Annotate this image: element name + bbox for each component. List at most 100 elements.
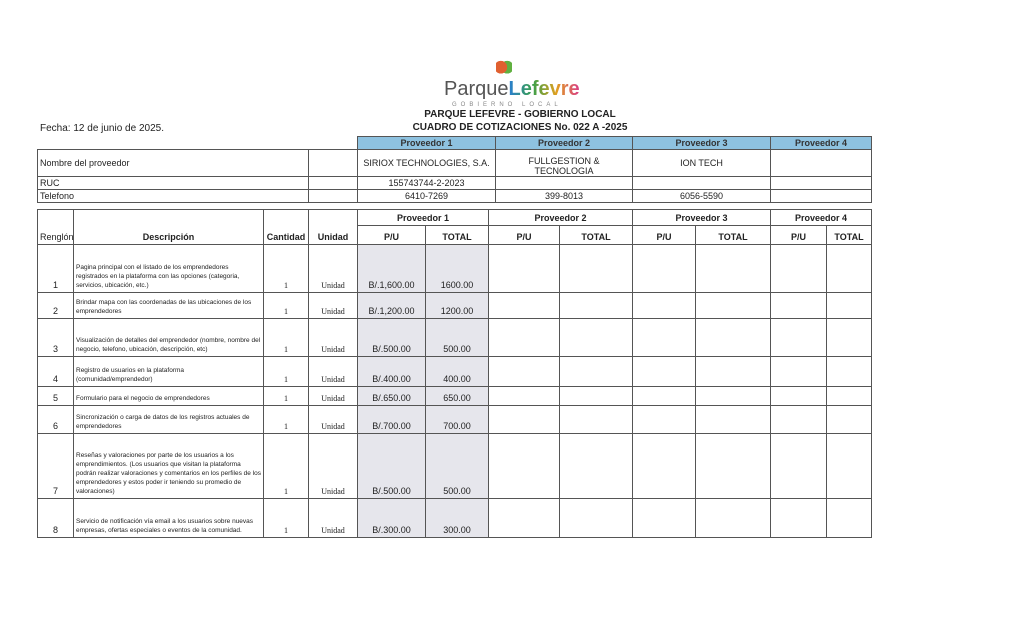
row-description: Reseñas y valoraciones por parte de los … (73, 433, 264, 499)
row-quantity: 1 (263, 405, 309, 434)
row-unit-price: B/.400.00 (357, 356, 426, 387)
col-unidad: Unidad (308, 209, 358, 245)
row-number: 8 (37, 498, 74, 538)
provider-group-header: Proveedor 4 (770, 209, 872, 226)
row-quantity: 1 (263, 356, 309, 387)
provider-value (632, 176, 771, 190)
provider-value: 6056-5590 (632, 189, 771, 203)
row-description: Formulario para el negocio de emprendedo… (73, 386, 264, 406)
quotes-table: Renglón Descripción Cantidad Unidad Prove… (37, 209, 872, 538)
row-total: 500.00 (425, 433, 489, 499)
col-total: TOTAL (425, 225, 489, 245)
date: Fecha: 12 de junio de 2025. (40, 123, 164, 134)
logo-text: Lefevre (508, 78, 580, 100)
provider-group-header: Proveedor 2 (488, 209, 633, 226)
row-unit-price: B/.500.00 (357, 433, 426, 499)
table-row: 4 Registro de usuarios en la plataforma … (37, 356, 872, 387)
row-number: 6 (37, 405, 74, 434)
row-unit: Unidad (308, 405, 358, 434)
col-pu: P/U (488, 225, 560, 245)
col-pu: P/U (357, 225, 426, 245)
logo: ParqueLefevre GOBIERNO LOCAL (444, 60, 584, 110)
row-quantity: 1 (263, 292, 309, 319)
row-unit: Unidad (308, 433, 358, 499)
row-number: 7 (37, 433, 74, 499)
table-row: 6 Sincronización o carga de datos de los… (37, 405, 872, 434)
row-number: 2 (37, 292, 74, 319)
row-number: 1 (37, 244, 74, 293)
row-number: 3 (37, 318, 74, 357)
col-descripcion: Descripción (73, 209, 264, 245)
row-description: Registro de usuarios en la plataforma (c… (73, 356, 264, 387)
row-unit: Unidad (308, 386, 358, 406)
provider-value: ION TECH (632, 149, 771, 177)
row-quantity: 1 (263, 244, 309, 293)
row-unit-price: B/.1,200.00 (357, 292, 426, 319)
row-total: 1200.00 (425, 292, 489, 319)
col-pu: P/U (770, 225, 827, 245)
provider-value (770, 189, 872, 203)
row-quantity: 1 (263, 318, 309, 357)
row-unit: Unidad (308, 292, 358, 319)
row-total: 650.00 (425, 386, 489, 406)
provider-header: Proveedor 4 (770, 136, 872, 150)
table-row: 2 Brindar mapa con las coordenadas de la… (37, 292, 872, 319)
row-description: Brindar mapa con las coordenadas de las … (73, 292, 264, 319)
table-row: 3 Visualización de detalles del emprende… (37, 318, 872, 357)
row-description: Sincronización o carga de datos de los r… (73, 405, 264, 434)
provider-info-row: RUC 155743744-2-2023 (37, 176, 872, 190)
document-title: CUADRO DE COTIZACIONES No. 022 A -2025 (412, 122, 628, 133)
col-renglon: Renglón (37, 209, 74, 245)
butterfly-icon (496, 60, 512, 78)
provider-value (770, 149, 872, 177)
row-total: 500.00 (425, 318, 489, 357)
row-total: 300.00 (425, 498, 489, 538)
table-row: 8 Servicio de notificación vía email a l… (37, 498, 872, 538)
provider-value: 6410-7269 (357, 189, 496, 203)
row-description: Visualización de detalles del emprendedo… (73, 318, 264, 357)
col-total: TOTAL (695, 225, 771, 245)
provider-header: Proveedor 3 (632, 136, 771, 150)
row-total: 400.00 (425, 356, 489, 387)
provider-value (770, 176, 872, 190)
row-description: Pagina principal con el listado de los e… (73, 244, 264, 293)
logo-text: Parque (444, 78, 509, 100)
provider-info-row: Telefono 6410-7269 399-8013 6056-5590 (37, 189, 872, 203)
table-row: 1 Pagina principal con el listado de los… (37, 244, 872, 293)
provider-info-row: Nombre del proveedor SIRIOX TECHNOLOGIES,… (37, 149, 872, 177)
row-total: 1600.00 (425, 244, 489, 293)
row-unit: Unidad (308, 244, 358, 293)
row-unit: Unidad (308, 356, 358, 387)
row-label: RUC (37, 176, 309, 190)
row-quantity: 1 (263, 386, 309, 406)
row-unit-price: B/.1,600.00 (357, 244, 426, 293)
col-pu: P/U (632, 225, 696, 245)
row-quantity: 1 (263, 498, 309, 538)
row-unit-price: B/.500.00 (357, 318, 426, 357)
col-cantidad: Cantidad (263, 209, 309, 245)
row-unit: Unidad (308, 498, 358, 538)
row-description: Servicio de notificación vía email a los… (73, 498, 264, 538)
col-total: TOTAL (559, 225, 633, 245)
col-total: TOTAL (826, 225, 872, 245)
row-quantity: 1 (263, 433, 309, 499)
row-label: Nombre del proveedor (37, 149, 309, 177)
providers-table: Proveedor 1 Proveedor 2 Proveedor 3 Prov… (37, 136, 872, 203)
provider-value: 155743744-2-2023 (357, 176, 496, 190)
provider-header: Proveedor 1 (357, 136, 496, 150)
provider-value: SIRIOX TECHNOLOGIES, S.A. (357, 149, 496, 177)
provider-value: 399-8013 (495, 189, 633, 203)
table-row: 7 Reseñas y valoraciones por parte de lo… (37, 433, 872, 499)
row-total: 700.00 (425, 405, 489, 434)
provider-value: FULLGESTION & TECNOLOGIA (495, 149, 633, 177)
org-name: PARQUE LEFEVRE - GOBIERNO LOCAL (424, 109, 616, 120)
row-unit: Unidad (308, 318, 358, 357)
row-unit-price: B/.300.00 (357, 498, 426, 538)
provider-header: Proveedor 2 (495, 136, 633, 150)
table-row: 5 Formulario para el negocio de emprende… (37, 386, 872, 406)
provider-group-header: Proveedor 1 (357, 209, 489, 226)
row-label: Telefono (37, 189, 309, 203)
row-unit-price: B/.650.00 (357, 386, 426, 406)
row-number: 5 (37, 386, 74, 406)
logo-subtitle: GOBIERNO LOCAL (452, 102, 562, 108)
